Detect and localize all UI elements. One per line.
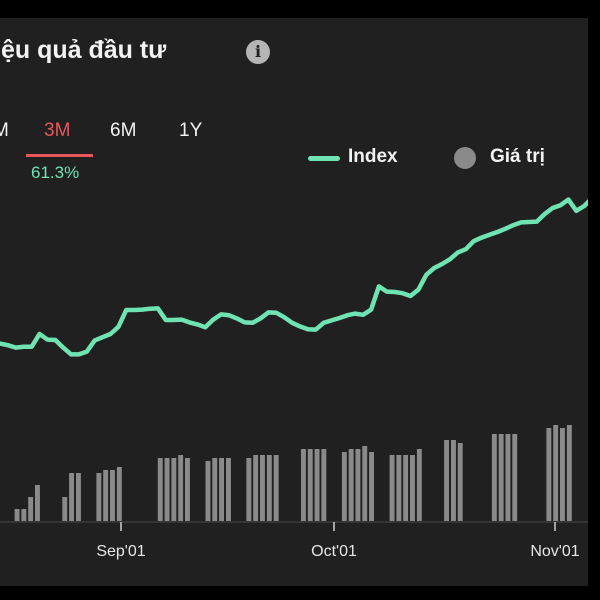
x-tick-label: Nov'01	[530, 543, 579, 560]
value-bar	[505, 434, 511, 521]
value-bar	[253, 455, 259, 521]
legend-index-label[interactable]: Index	[348, 146, 398, 167]
value-bar	[28, 497, 34, 521]
value-bar	[341, 452, 347, 521]
value-bar	[69, 473, 74, 521]
value-bar	[273, 455, 279, 521]
index-line	[0, 197, 588, 357]
value-bar	[185, 458, 190, 521]
value-bar	[314, 449, 320, 521]
value-bar	[451, 440, 456, 521]
tab-6m[interactable]: 6M	[110, 120, 137, 141]
x-tick-label: Sep'01	[96, 543, 145, 560]
value-bar	[416, 449, 422, 521]
performance-chart: Sep'01 Oct'01 Nov'01	[0, 197, 588, 560]
value-bar	[260, 455, 265, 521]
x-tick-label: Oct'01	[311, 543, 357, 560]
value-bar	[212, 458, 218, 521]
value-bar	[553, 425, 559, 521]
legend-value-label[interactable]: Giá trị	[490, 146, 545, 167]
value-bar	[307, 449, 313, 521]
value-bar	[103, 470, 109, 521]
value-bar	[110, 470, 115, 521]
value-bar	[14, 509, 20, 521]
page-title: iệu quả đầu tư	[0, 36, 167, 64]
value-bar	[76, 473, 81, 521]
value-bars	[14, 425, 572, 521]
value-bar	[116, 467, 122, 521]
value-bar	[21, 509, 27, 521]
active-tab-indicator	[26, 154, 93, 157]
value-bar	[96, 473, 102, 521]
value-bar	[491, 434, 497, 521]
value-bar	[389, 455, 395, 521]
value-bar	[362, 446, 368, 521]
x-axis-ticks: Sep'01 Oct'01 Nov'01	[96, 522, 580, 560]
app-screen: iệu quả đầu tư i M 3M 6M 1Y 61.3% Index …	[0, 18, 588, 586]
tab-1y[interactable]: 1Y	[179, 120, 203, 141]
legend-value-swatch	[454, 147, 476, 169]
value-bar	[171, 458, 177, 521]
value-bar	[246, 458, 252, 521]
value-bar	[566, 425, 572, 521]
value-bar	[226, 458, 231, 521]
value-bar	[410, 455, 415, 521]
value-bar	[512, 434, 518, 521]
value-bar	[35, 485, 40, 521]
value-bar	[457, 443, 463, 521]
value-bar	[157, 458, 163, 521]
value-bar	[205, 461, 211, 521]
value-bar	[369, 452, 374, 521]
value-bar	[444, 440, 449, 521]
info-icon[interactable]: i	[246, 40, 270, 64]
value-bar	[396, 455, 402, 521]
value-bar	[403, 455, 409, 521]
tab-3m[interactable]: 3M	[44, 120, 71, 141]
value-bar	[301, 449, 306, 521]
value-bar	[164, 458, 170, 521]
tab-1m[interactable]: M	[0, 120, 9, 141]
value-bar	[266, 455, 272, 521]
value-bar	[498, 434, 504, 521]
value-bar	[546, 428, 552, 521]
value-bar	[62, 497, 68, 521]
value-bar	[219, 458, 224, 521]
value-bar	[560, 428, 565, 521]
value-bar	[321, 449, 327, 521]
value-bar	[348, 449, 354, 521]
value-bar	[178, 455, 184, 521]
legend-index-swatch	[308, 156, 340, 161]
return-value: 61.3%	[31, 163, 80, 182]
value-bar	[355, 449, 361, 521]
